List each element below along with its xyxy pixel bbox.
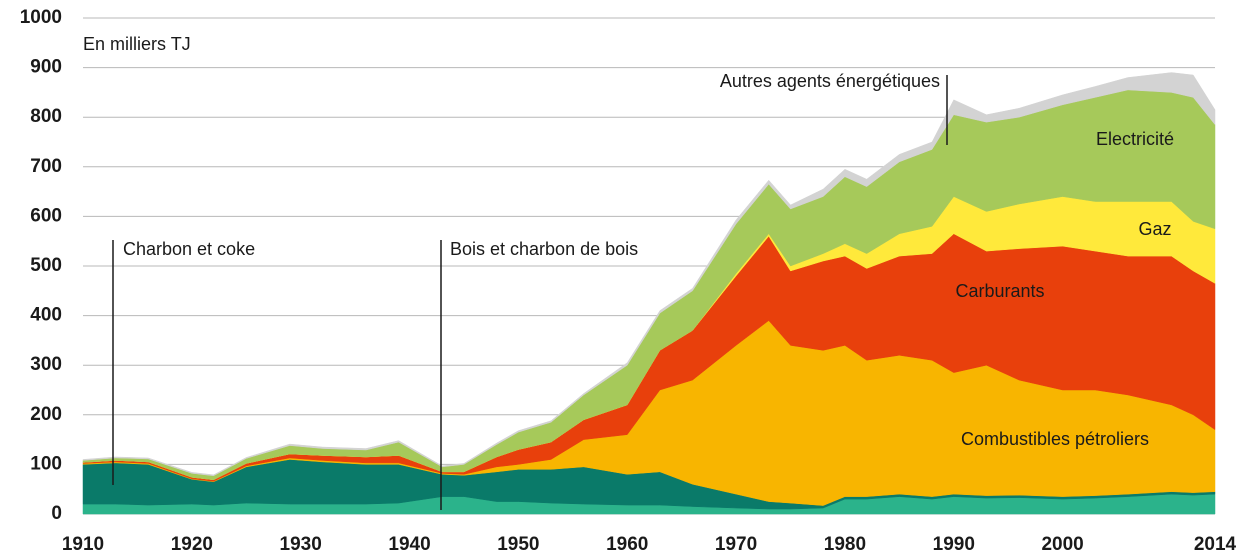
y-tick-label: 1000	[20, 7, 62, 28]
x-tick-label: 1960	[606, 534, 648, 555]
y-tick-label: 700	[30, 156, 62, 177]
series-label: Bois et charbon de bois	[450, 239, 638, 259]
x-tick-label: 1910	[62, 534, 104, 555]
y-tick-label: 800	[30, 106, 62, 127]
series-label: Carburants	[955, 281, 1044, 301]
y-tick-label: 0	[51, 503, 62, 524]
y-tick-label: 500	[30, 255, 62, 276]
x-tick-label: 1950	[497, 534, 539, 555]
series-label: Combustibles pétroliers	[961, 429, 1149, 449]
series-label: Charbon et coke	[123, 239, 255, 259]
x-tick-label: 1940	[388, 534, 430, 555]
y-axis-label: En milliers TJ	[83, 34, 191, 54]
x-tick-label: 1970	[715, 534, 757, 555]
area	[82, 72, 1216, 477]
y-tick-label: 900	[30, 57, 62, 78]
y-tick-label: 200	[30, 404, 62, 425]
y-tick-label: 300	[30, 354, 62, 375]
y-tick-label: 600	[30, 205, 62, 226]
areas	[82, 72, 1216, 515]
series-label: Electricité	[1096, 129, 1174, 149]
x-tick-label: 2000	[1041, 534, 1083, 555]
y-tick-label: 100	[30, 453, 62, 474]
x-tick-label: 2014	[1194, 534, 1237, 555]
series-label: Gaz	[1138, 219, 1171, 239]
x-tick-label: 1920	[171, 534, 213, 555]
x-tick-label: 1980	[824, 534, 866, 555]
x-tick-label: 1930	[280, 534, 322, 555]
y-tick-label: 400	[30, 305, 62, 326]
x-tick-label: 1990	[933, 534, 975, 555]
series-label: Autres agents énergétiques	[720, 71, 940, 91]
labels: 0 100 200 300 400 500 600 700 800 900 1000 1910 1920…	[20, 7, 1237, 555]
